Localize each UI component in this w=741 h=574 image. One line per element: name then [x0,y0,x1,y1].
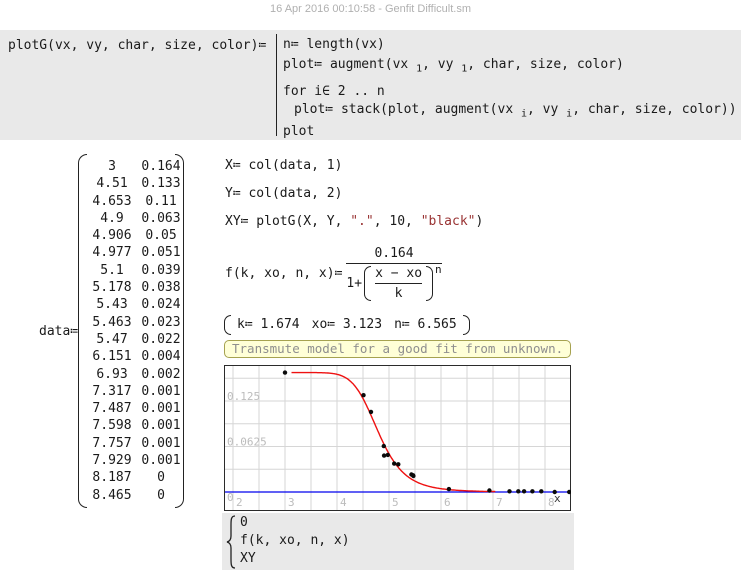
svg-text:x: x [554,492,561,505]
x-definition[interactable]: X≔ col(data, 1) [225,158,343,173]
matrix-row: 4.977 0.051 [92,245,181,261]
legend-item-xy: XY [240,551,256,566]
inner-left-paren [364,266,372,301]
matrix-row: 8.187 0 [92,470,165,486]
page-title: 16 Apr 2016 00:10:58 - Genfit Difficult.… [270,3,471,15]
matrix-row: 5.463 0.023 [92,314,181,330]
matrix-row: 7.757 0.001 [92,435,181,451]
matrix-row: 7.929 0.001 [92,453,181,469]
matrix-row: 5.47 0.022 [96,331,181,347]
svg-text:7: 7 [496,496,503,509]
matrix-row: 4.653 0.11 [92,193,177,209]
matrix-row: 4.9 0.063 [100,210,181,226]
svg-text:8: 8 [548,496,555,509]
matrix-row: 4.906 0.05 [92,228,177,244]
svg-text:0.0625: 0.0625 [227,436,267,449]
program-block-bar [276,34,277,136]
program-line-1: n≔ length(vx) [283,37,385,52]
legend-item-zero: 0 [240,515,248,530]
function-definition-region[interactable]: plotG(vx, vy, char, size, color)≔ n≔ len… [0,30,741,140]
svg-text:5: 5 [392,496,399,509]
svg-text:2: 2 [236,496,243,509]
matrix-row: 7.598 0.001 [92,418,181,434]
main-fraction: 0.164 1+ x − xo k n [346,246,442,301]
program-line-3: for i∈ 2 .. n [283,84,385,99]
matrix-row: 4.51 0.133 [96,176,181,192]
xy-definition[interactable]: XY≔ plotG(X, Y, ".", 10, "black") [225,214,484,229]
matrix-row: 7.317 0.001 [92,383,181,399]
function-signature: plotG(vx, vy, char, size, color)≔ [8,38,267,53]
program-line-5: plot [283,124,315,139]
inner-right-paren [426,266,434,301]
svg-text:6: 6 [444,496,451,509]
program-line-2: plot≔ augment(vx 1, vy 1, char, size, co… [283,57,624,75]
data-matrix-label: data≔ [39,324,79,339]
fraction-denominator: 1+ x − xo k n [346,263,442,301]
matrix-row: 6.151 0.004 [92,349,181,365]
matrix-row: 6.93 0.002 [96,366,181,382]
svg-text:0.125: 0.125 [227,390,260,403]
svg-text:4: 4 [340,496,347,509]
guess-n: n≔ 6.565 [394,317,457,332]
matrix-rows: 3 0.164 4.51 0.133 4.653 0.11 4.9 0.063 4.906 0.0… [86,158,182,504]
y-definition[interactable]: Y≔ col(data, 2) [225,186,343,201]
matrix-row: 5.1 0.039 [100,262,181,278]
legend-item-function: f(k, xo, n, x) [240,533,350,548]
matrix-row: 3 0.164 [108,159,181,174]
inner-fraction: x − xo k [375,266,423,301]
guess-right-paren [462,315,470,335]
matrix-row: 5.43 0.024 [96,297,181,313]
matrix-row: 7.487 0.001 [92,401,181,417]
guess-values-region[interactable]: k≔ 1.674 xo≔ 3.123 n≔ 6.565 [224,315,470,335]
matrix-row: 8.465 0 [92,487,165,503]
guess-xo: xo≔ 3.123 [311,317,383,332]
matrix-row: 5.178 0.038 [92,280,181,296]
fraction-bar [346,263,442,264]
exponent: n [435,263,442,276]
svg-text:3: 3 [288,496,295,509]
program-line-4: plot≔ stack(plot, augment(vx i, vy i, ch… [294,102,737,120]
plot-expression-legend[interactable]: 0 f(k, xo, n, x) XY [222,513,574,570]
annotation-note[interactable]: Transmute model for a good fit from unkn… [224,340,572,358]
plot-region[interactable]: 0.125 0.0625 0 2 3 4 5 6 7 8 x [224,365,572,511]
model-function-definition[interactable]: f(k, xo, n, x)≔ 0.164 1+ x − xo k n [225,246,442,301]
formula-lhs: f(k, xo, n, x)≔ [225,266,343,281]
plot-canvas: 0.125 0.0625 0 2 3 4 5 6 7 8 x [224,365,572,511]
data-matrix[interactable]: 3 0.164 4.51 0.133 4.653 0.11 4.9 0.063 4.906 0.0… [78,154,184,508]
svg-text:0: 0 [227,491,234,504]
guess-left-paren [224,315,231,335]
guess-k: k≔ 1.674 [237,317,300,332]
fraction-numerator: 0.164 [374,246,414,261]
curly-brace [226,515,236,569]
